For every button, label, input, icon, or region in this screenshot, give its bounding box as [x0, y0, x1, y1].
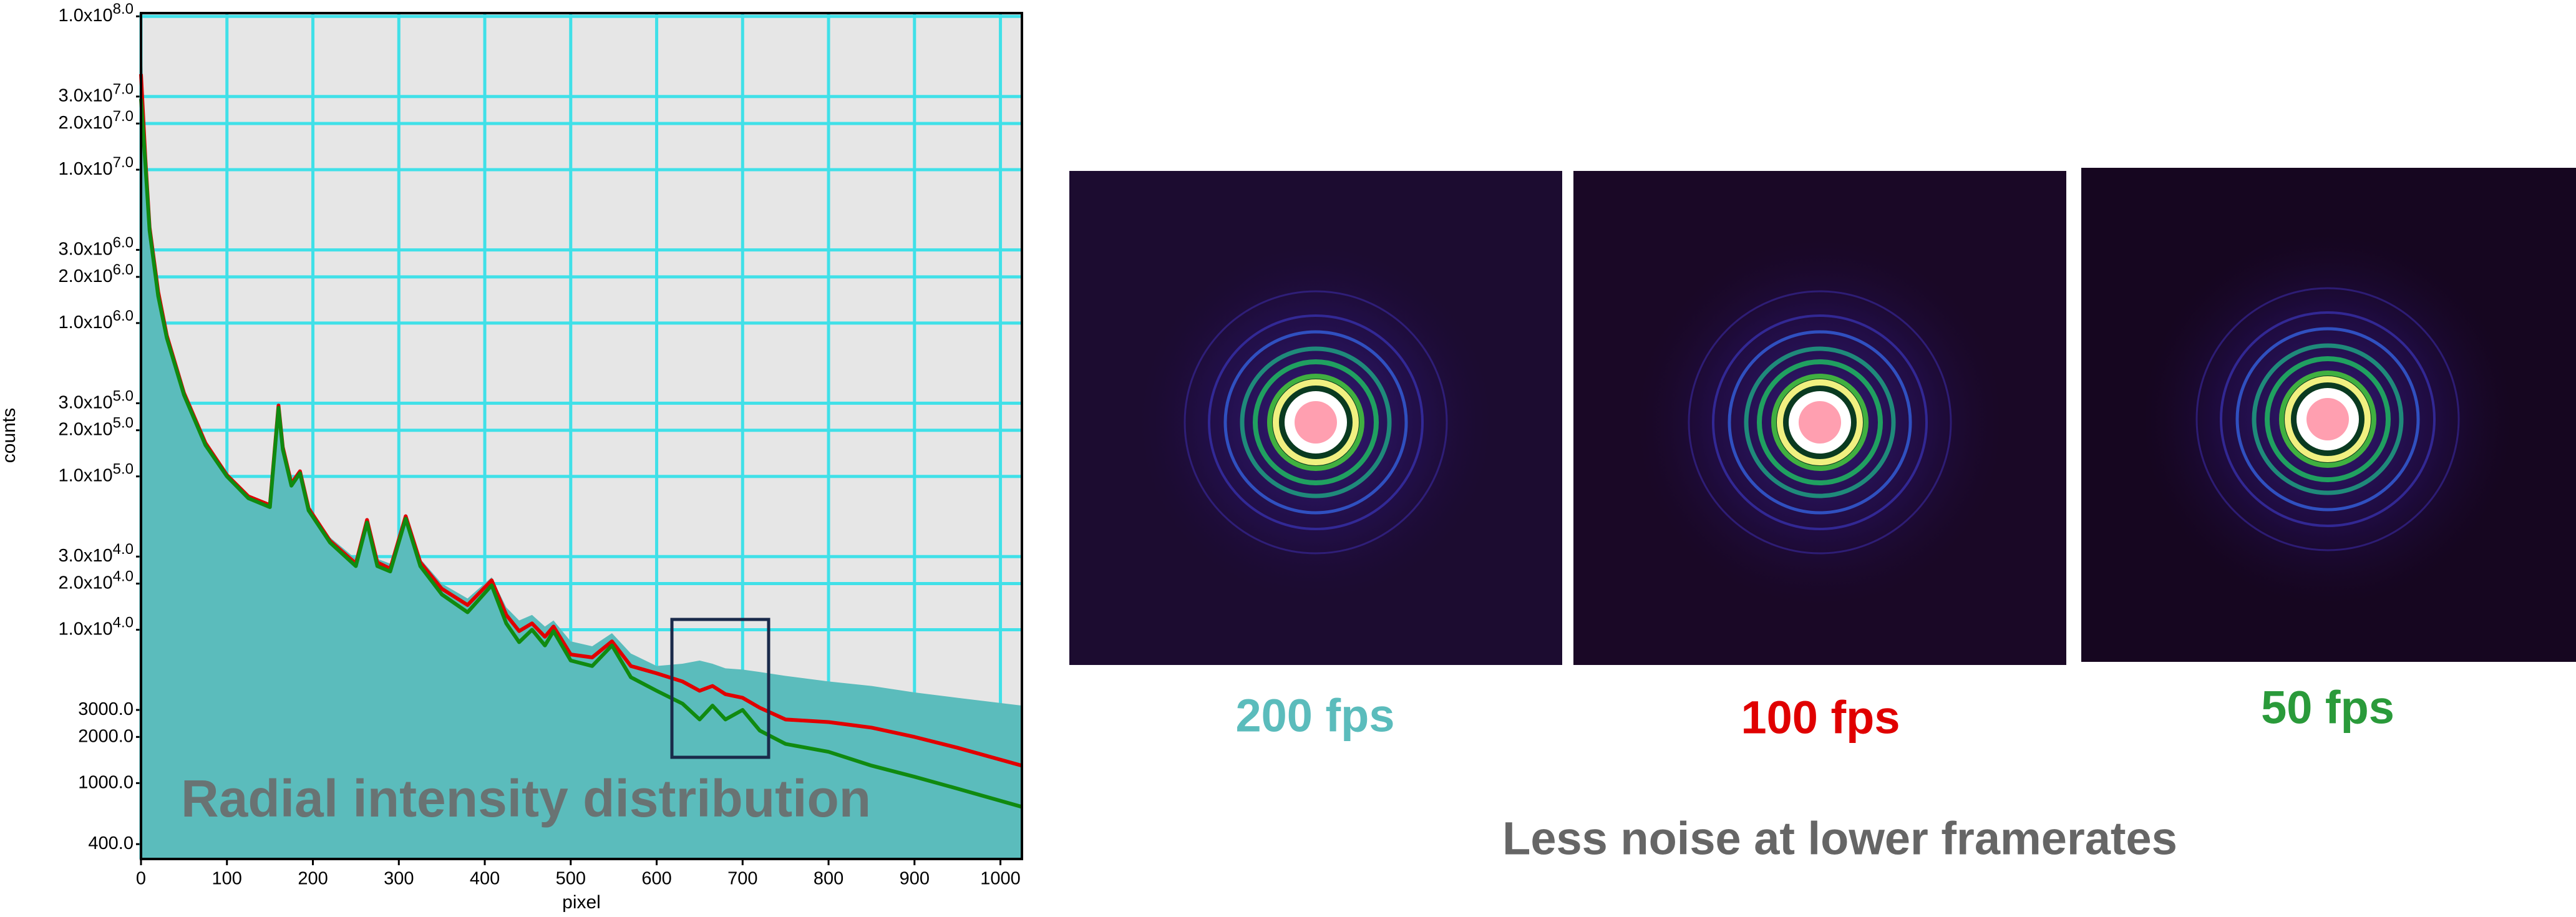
- x-tick-label: 200: [298, 869, 328, 889]
- y-tick-label-mantissa: 3000.0: [78, 699, 134, 719]
- y-tick-label-exponent: 6.0: [113, 308, 134, 324]
- x-tick-label: 500: [556, 869, 586, 889]
- x-axis-label: pixel: [562, 892, 601, 913]
- y-tick-label-exponent: 5.0: [113, 461, 134, 478]
- y-tick-label-mantissa: 3.0x10: [59, 239, 113, 259]
- y-tick-label: 2000.0: [78, 726, 134, 746]
- diffraction-images: 200 fps 100 fps 50 fps Less noise at low…: [1069, 168, 2576, 865]
- image-100fps: [1573, 171, 2066, 665]
- y-tick-label-exponent: 6.0: [113, 235, 134, 251]
- chart-title: Radial intensity distribution: [181, 769, 871, 828]
- highlight-box: [670, 618, 770, 759]
- y-tick-label: 1.0x108.0: [59, 1, 134, 26]
- y-tick-label-mantissa: 2.0x10: [59, 266, 113, 286]
- y-axis-label: counts: [0, 408, 19, 463]
- y-tick-label: 1.0x105.0: [59, 461, 134, 485]
- y-tick-label-exponent: 7.0: [113, 154, 134, 171]
- x-tick-label: 700: [727, 869, 757, 889]
- x-tick-label: 400: [470, 869, 500, 889]
- line: [139, 99, 1023, 809]
- y-tick-label: 2.0x107.0: [59, 108, 134, 132]
- y-tick-label-mantissa: 1000.0: [78, 772, 134, 792]
- y-tick-label-mantissa: 3.0x10: [59, 392, 113, 412]
- y-tick-label: 1.0x106.0: [59, 308, 134, 332]
- image-50fps: [2081, 168, 2576, 662]
- y-tick-label-mantissa: 2000.0: [78, 726, 134, 746]
- y-tick-label-exponent: 7.0: [113, 108, 134, 125]
- y-tick-label: 3.0x104.0: [59, 541, 134, 566]
- y-tick-label: 3.0x106.0: [59, 235, 134, 259]
- x-tick-label: 800: [814, 869, 843, 889]
- y-tick-label-mantissa: 1.0x10: [59, 465, 113, 485]
- y-tick-label-mantissa: 1.0x10: [59, 619, 113, 639]
- x-tick-label: 900: [900, 869, 930, 889]
- y-tick-label-mantissa: 2.0x10: [59, 419, 113, 439]
- plot-frame: [140, 12, 1023, 860]
- y-tick-label-exponent: 4.0: [113, 614, 134, 631]
- x-tick-label: 100: [212, 869, 242, 889]
- image-200fps: [1069, 171, 1562, 665]
- y-tick-label-exponent: 5.0: [113, 415, 134, 432]
- y-tick-label: 3000.0: [78, 699, 134, 719]
- y-tick-label-mantissa: 3.0x10: [59, 85, 113, 105]
- caption-50fps: 50 fps: [2261, 682, 2394, 734]
- y-tick-label-mantissa: 1.0x10: [59, 159, 113, 179]
- y-tick-label: 400.0: [88, 833, 134, 853]
- y-tick-label: 3.0x105.0: [59, 388, 134, 412]
- y-tick-label-exponent: 6.0: [113, 261, 134, 278]
- y-tick-label-mantissa: 2.0x10: [59, 573, 113, 593]
- y-tick-label: 1.0x104.0: [59, 614, 134, 639]
- y-tick-label-mantissa: 2.0x10: [59, 113, 113, 133]
- y-tick-label: 2.0x105.0: [59, 415, 134, 439]
- caption-100fps: 100 fps: [1741, 692, 1900, 744]
- x-tick-label: 300: [384, 869, 414, 889]
- x-tick-label: 600: [641, 869, 671, 889]
- y-tick-label: 1.0x107.0: [59, 154, 134, 178]
- y-tick-label-mantissa: 1.0x10: [59, 313, 113, 332]
- y-tick-label-exponent: 8.0: [113, 1, 134, 18]
- y-tick-label-mantissa: 3.0x10: [59, 546, 113, 566]
- y-tick-label-exponent: 7.0: [113, 81, 134, 98]
- tick-labels: 1.0x108.03.0x107.02.0x107.01.0x107.03.0x…: [59, 1, 1021, 889]
- y-tick-label: 2.0x106.0: [59, 261, 134, 286]
- y-tick-label-exponent: 5.0: [113, 388, 134, 405]
- y-tick-label-mantissa: 400.0: [88, 833, 134, 853]
- marks: [139, 19, 1023, 860]
- y-tick-label-exponent: 4.0: [113, 568, 134, 585]
- chart: 1.0x108.03.0x107.02.0x107.01.0x107.03.0x…: [0, 1, 1023, 913]
- y-tick-label: 1000.0: [78, 772, 134, 792]
- annotation: Less noise at lower framerates: [1502, 813, 2177, 865]
- caption-200fps: 200 fps: [1235, 690, 1394, 742]
- area: [141, 19, 1022, 860]
- y-tick-label: 3.0x107.0: [59, 81, 134, 105]
- x-tick-label: 0: [136, 869, 146, 889]
- y-tick-label: 2.0x104.0: [59, 568, 134, 593]
- y-tick-label-mantissa: 1.0x10: [59, 6, 113, 26]
- y-tick-label-exponent: 4.0: [113, 541, 134, 558]
- x-tick-label: 1000: [980, 869, 1021, 889]
